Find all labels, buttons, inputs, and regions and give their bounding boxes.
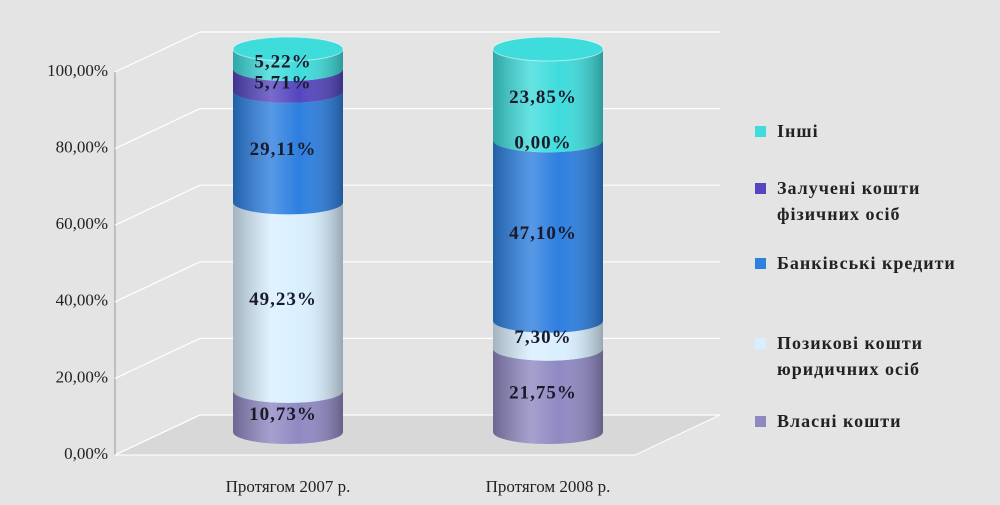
legend-swatch xyxy=(755,416,766,427)
legend-swatch xyxy=(755,338,766,349)
legend-label: Банківські кредити xyxy=(777,253,956,273)
grid-line xyxy=(114,108,720,150)
legend-entry: Власні кошти xyxy=(755,408,1000,434)
value-label: 47,10% xyxy=(509,223,577,244)
value-label: 10,73% xyxy=(249,404,317,425)
grid-line xyxy=(114,184,720,226)
legend-entry: Банківські кредити xyxy=(755,250,1000,276)
y-tick-label: 40,00% xyxy=(56,291,108,310)
value-label: 0,00% xyxy=(514,133,571,154)
cylinder-top xyxy=(492,36,604,62)
grid-line xyxy=(114,337,720,379)
value-label: 5,22% xyxy=(254,51,311,72)
legend-entry: Залучені кошти фізичних осіб xyxy=(755,175,977,227)
value-label: 7,30% xyxy=(514,327,571,348)
x-tick-label: Протягом 2008 р. xyxy=(486,477,611,496)
grid-line xyxy=(114,261,720,303)
legend-entry: Інші xyxy=(755,118,1000,144)
cylinder-top xyxy=(232,36,344,62)
y-tick-label: 20,00% xyxy=(56,367,108,386)
value-label: 5,71% xyxy=(254,72,311,93)
grid-line xyxy=(114,31,720,73)
legend-label: Інші xyxy=(777,121,819,141)
cylinder-shade xyxy=(493,49,603,444)
y-tick-label: 80,00% xyxy=(56,138,108,157)
y-tick-label: 100,00% xyxy=(47,61,108,80)
y-tick-label: 0,00% xyxy=(64,444,108,463)
y-tick-label: 60,00% xyxy=(56,214,108,233)
legend-label: Позикові кошти юридичних осіб xyxy=(777,333,924,379)
floor xyxy=(114,414,721,456)
legend-swatch xyxy=(755,126,766,137)
value-label: 29,11% xyxy=(250,139,317,160)
x-tick-label: Протягом 2007 р. xyxy=(226,477,351,496)
value-label: 23,85% xyxy=(509,87,577,108)
legend-label: Власні кошти xyxy=(777,411,902,431)
value-label: 49,23% xyxy=(249,289,317,310)
legend-label: Залучені кошти фізичних осіб xyxy=(777,178,921,224)
legend-swatch xyxy=(755,183,766,194)
legend-entry: Позикові кошти юридичних осіб xyxy=(755,330,977,382)
value-label: 21,75% xyxy=(509,383,577,404)
cylinder-shade xyxy=(233,49,343,444)
legend-swatch xyxy=(755,258,766,269)
